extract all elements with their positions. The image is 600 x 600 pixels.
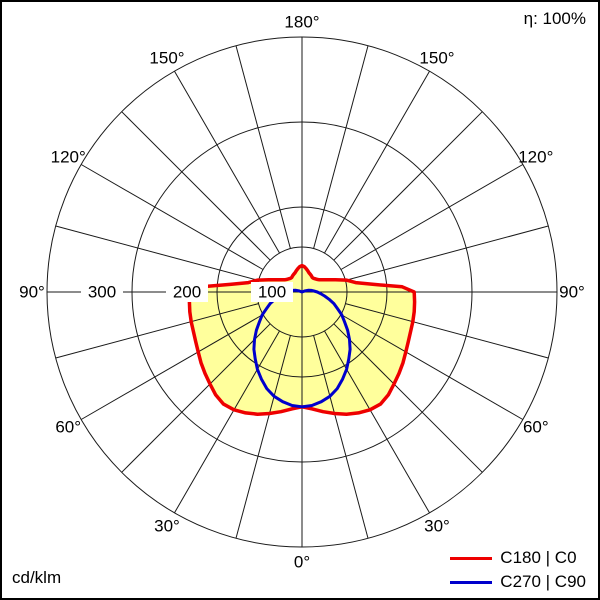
grid-spoke: [324, 70, 430, 254]
legend-item-c180-c0: C180 | C0: [450, 548, 586, 568]
angle-label-120-right: 120°: [518, 148, 553, 167]
legend-label-c270-c90: C270 | C90: [500, 572, 586, 591]
angle-label-150-left: 150°: [149, 49, 184, 68]
angle-label-60-right: 60°: [523, 418, 549, 437]
legend-line-red-icon: [450, 556, 493, 560]
grid-spoke: [333, 323, 483, 473]
radial-tick-label-bg: [81, 282, 123, 302]
grid-spoke: [174, 330, 280, 514]
grid-spoke: [174, 70, 280, 254]
labels-layer: 0° 30° 30° 60° 60° 90° 90° 120° 120° 150° 150° 180°…: [19, 13, 585, 572]
angle-label-90-right: 90°: [559, 283, 585, 302]
polar-grid: [46, 36, 558, 548]
grid-spoke: [80, 314, 264, 420]
angle-label-60-left: 60°: [55, 418, 81, 437]
angle-label-180-right: 180°: [284, 13, 319, 32]
angle-label-30-right: 30°: [424, 516, 450, 535]
grid-spoke: [55, 303, 259, 359]
grid-spoke: [345, 225, 549, 281]
grid-spoke: [340, 164, 524, 270]
radial-tick-label-300: 300: [88, 283, 116, 302]
grid-spoke: [235, 335, 291, 539]
legend: C180 | C0 C270 | C90: [450, 548, 586, 592]
angle-label-0-right: 0°: [294, 553, 310, 572]
legend-item-c270-c90: C270 | C90: [450, 572, 586, 592]
angle-label-120-left: 120°: [51, 148, 86, 167]
radial-tick-label-100: 100: [258, 283, 286, 302]
angle-label-150-right: 150°: [419, 49, 454, 68]
units-label: cd/klm: [12, 568, 62, 587]
grid-spoke: [55, 225, 259, 281]
grid-spoke: [340, 314, 524, 420]
grid-spoke: [324, 330, 430, 514]
radial-tick-label-bg: [251, 282, 293, 302]
grid-spoke: [80, 164, 264, 270]
efficiency-label: η: 100%: [523, 9, 586, 28]
grid-spoke: [313, 45, 369, 249]
angle-label-90-left: 90°: [19, 283, 45, 302]
grid-spoke: [333, 111, 483, 261]
legend-line-blue-icon: [450, 580, 493, 584]
grid-spoke: [345, 303, 549, 359]
angle-label-30-left: 30°: [154, 516, 180, 535]
radial-tick-label-200: 200: [173, 283, 201, 302]
grid-spoke: [121, 323, 271, 473]
grid-spoke: [121, 111, 271, 261]
legend-label-c180-c0: C180 | C0: [500, 548, 577, 567]
grid-spoke: [235, 45, 291, 249]
grid-spoke: [313, 335, 369, 539]
radial-tick-label-bg: [166, 282, 208, 302]
